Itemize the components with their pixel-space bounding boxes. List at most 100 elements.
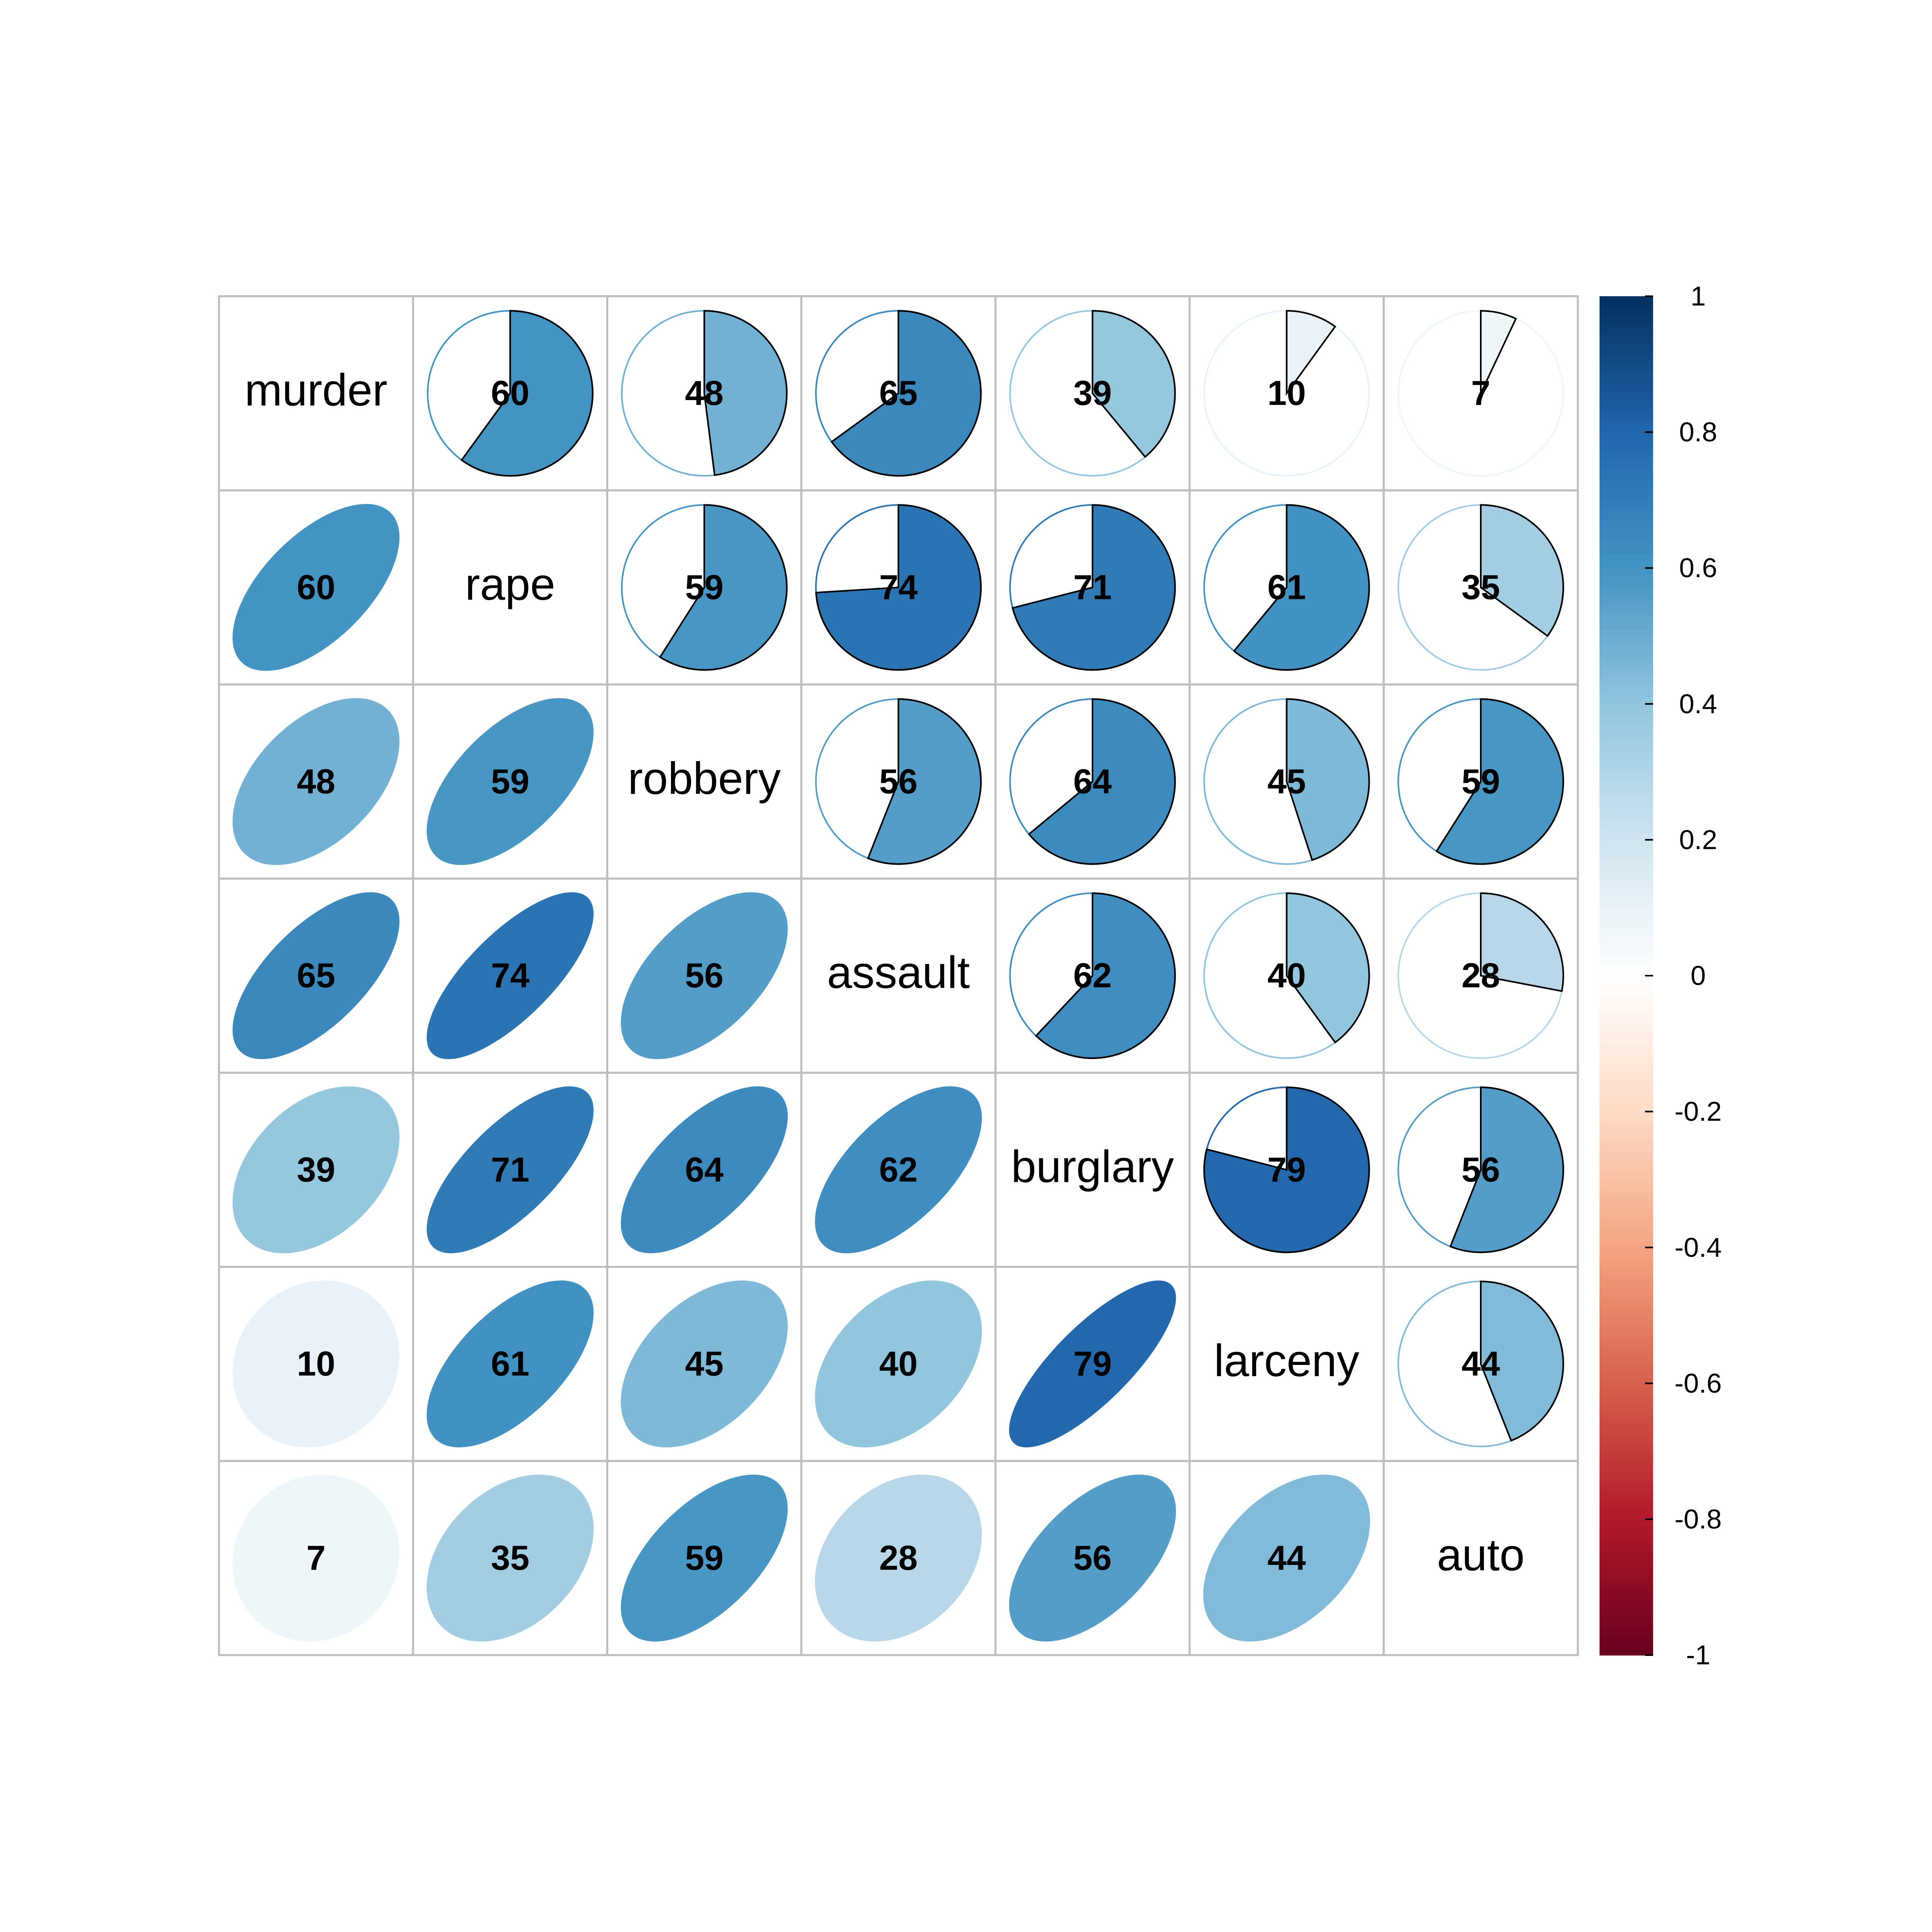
value-label: 60 (297, 568, 335, 607)
ellipse (427, 892, 594, 1059)
colorbar-segment (1600, 1431, 1653, 1438)
colorbar-segment (1600, 303, 1653, 310)
colorbar-segment (1600, 452, 1653, 460)
colorbar-segment (1600, 1098, 1653, 1105)
pie-wedge (830, 310, 982, 477)
colorbar-segment (1600, 588, 1653, 596)
colorbar-segment (1600, 1179, 1653, 1187)
colorbar-segment (1600, 941, 1653, 949)
value-label: 60 (491, 374, 530, 413)
value-label: 79 (1073, 1345, 1112, 1383)
value-label: 56 (879, 762, 918, 801)
colorbar-segment (1600, 534, 1653, 541)
variable-label: assault (827, 947, 970, 998)
colorbar-segment (1600, 819, 1653, 827)
cell (1383, 1460, 1579, 1656)
colorbar-tick-label: -0.2 (1674, 1096, 1721, 1127)
ellipse (815, 1086, 982, 1253)
value-label: 45 (1267, 762, 1306, 801)
value-label: 71 (491, 1150, 530, 1189)
colorbar-segment (1600, 758, 1653, 766)
pie-wedge (1286, 892, 1370, 1044)
colorbar-segment (1600, 1621, 1653, 1629)
colorbar-segment (1600, 656, 1653, 664)
colorbar-segment (1600, 446, 1653, 453)
colorbar-segment (1600, 384, 1653, 392)
variable-label: robbery (628, 753, 781, 803)
colorbar-segment (1600, 738, 1653, 745)
colorbar-segment (1600, 323, 1653, 331)
colorbar-segment (1600, 1159, 1653, 1166)
value-label: 79 (1267, 1150, 1306, 1189)
pie-wedge (1480, 504, 1564, 637)
colorbar-segment (1600, 717, 1653, 725)
colorbar-segment (1600, 1628, 1653, 1635)
colorbar-segment (1600, 1641, 1653, 1649)
colorbar-segment (1600, 1390, 1653, 1397)
value-label: 59 (685, 1539, 724, 1577)
variable-label: burglary (1011, 1141, 1174, 1192)
colorbar-segment (1600, 1478, 1653, 1486)
colorbar-segment (1600, 479, 1653, 487)
colorbar-segment (1600, 670, 1653, 677)
colorbar-segment (1600, 1139, 1653, 1146)
value-label: 48 (685, 374, 724, 413)
colorbar-segment (1600, 996, 1653, 1003)
ellipse (621, 1086, 788, 1253)
colorbar-segment (1600, 1601, 1653, 1608)
colorbar-tick-label: -0.4 (1674, 1232, 1721, 1263)
colorbar-segment (1600, 1397, 1653, 1404)
colorbar-segment (1600, 1560, 1653, 1567)
ellipse (1009, 1280, 1176, 1447)
colorbar-segment (1600, 493, 1653, 501)
ellipse (621, 892, 788, 1059)
colorbar-segment (1600, 351, 1653, 358)
colorbar-segment (1600, 1132, 1653, 1139)
colorbar-tick-label: 0.6 (1679, 553, 1717, 583)
colorbar-segment (1600, 677, 1653, 684)
value-label: 62 (1073, 956, 1112, 995)
ellipse (232, 1474, 400, 1642)
value-label: 59 (1461, 762, 1500, 801)
value-label: 28 (1461, 956, 1500, 995)
ellipse (232, 1280, 400, 1447)
value-label: 40 (879, 1345, 918, 1383)
colorbar-segment (1600, 364, 1653, 372)
colorbar-segment (1600, 1023, 1653, 1031)
colorbar-segment (1600, 500, 1653, 508)
colorbar-segment (1600, 541, 1653, 548)
pie-wedge (703, 310, 788, 476)
colorbar-segment (1600, 1254, 1653, 1262)
colorbar-segment (1600, 1302, 1653, 1309)
colorbar-segment (1600, 595, 1653, 603)
colorbar-segment (1600, 955, 1653, 963)
value-label: 28 (879, 1539, 918, 1577)
colorbar-segment (1600, 629, 1653, 637)
colorbar-segment (1600, 609, 1653, 616)
ellipse (427, 698, 594, 865)
pie-wedge (1286, 698, 1370, 861)
variable-label: larceny (1214, 1335, 1359, 1386)
value-label: 74 (879, 568, 918, 607)
colorbar-segment (1600, 731, 1653, 739)
value-label: 62 (879, 1150, 918, 1189)
ellipse (621, 1280, 788, 1447)
colorbar-segment (1600, 969, 1653, 976)
colorbar-segment (1600, 466, 1653, 473)
colorbar-segment (1600, 982, 1653, 990)
colorbar-segment (1600, 1410, 1653, 1418)
colorbar-segment (1600, 1465, 1653, 1472)
ellipse (621, 1474, 788, 1642)
colorbar-segment (1600, 1492, 1653, 1499)
colorbar-segment (1600, 1288, 1653, 1296)
colorbar-segment (1600, 1241, 1653, 1248)
colorbar-segment (1600, 1335, 1653, 1343)
colorbar-segment (1600, 1077, 1653, 1085)
variable-label: rape (465, 559, 555, 609)
pie-wedge (1011, 504, 1176, 671)
colorbar-segment (1600, 310, 1653, 317)
colorbar-segment (1600, 1526, 1653, 1534)
colorbar-segment (1600, 1003, 1653, 1010)
pie-wedge (1480, 310, 1517, 394)
colorbar-segment (1600, 1437, 1653, 1445)
